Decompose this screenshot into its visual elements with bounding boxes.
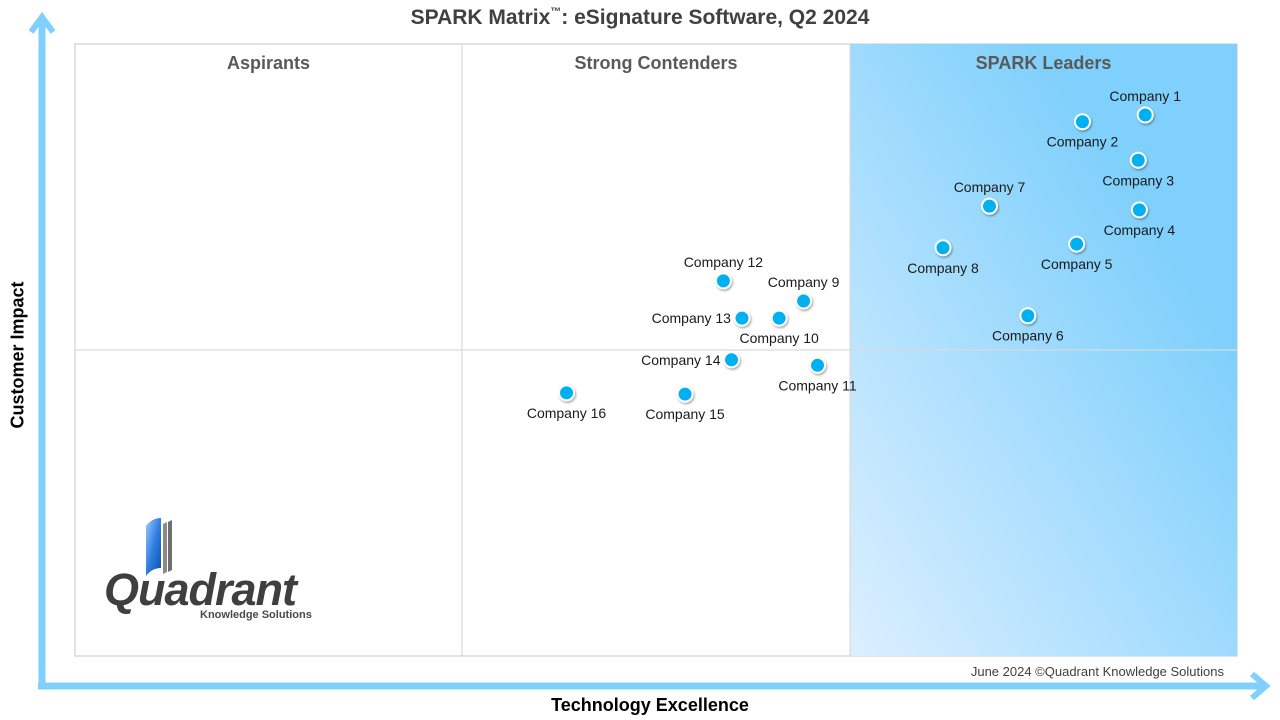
data-point [676, 385, 694, 403]
data-point-group: Company 2 [1047, 113, 1119, 150]
data-point-group: Company 12 [684, 254, 764, 290]
logo-wordmark: Quadrant [104, 564, 297, 615]
data-point-label: Company 16 [527, 405, 607, 421]
title-suffix: : eSignature Software, Q2 2024 [561, 6, 870, 29]
data-point [1073, 113, 1091, 131]
book-icon [146, 518, 172, 576]
data-point-group: Company 5 [1041, 235, 1113, 272]
data-point [1130, 201, 1148, 219]
quadrant-dividers [75, 44, 1237, 656]
data-point-group: Company 8 [907, 239, 979, 276]
data-point [733, 309, 751, 327]
quadrant-logo: Quadrant Knowledge Solutions [104, 514, 334, 624]
data-point-label: Company 2 [1047, 134, 1119, 150]
data-point [714, 272, 732, 290]
chart-title: SPARK Matrix™: eSignature Software, Q2 2… [0, 6, 1280, 30]
data-points: Company 1 Company 2 Company 3 Company 4 Comp… [527, 88, 1181, 422]
data-point [980, 197, 998, 215]
data-point-label: Company 8 [907, 260, 979, 276]
logo-subtitle: Knowledge Solutions [200, 609, 312, 621]
data-point-group: Company 6 [992, 307, 1064, 344]
data-point-group: Company 9 [768, 274, 840, 310]
data-point [795, 292, 813, 310]
data-point [1136, 106, 1154, 124]
data-point-label: Company 11 [778, 377, 857, 393]
quadrant-label-spark-leaders: SPARK Leaders [976, 53, 1112, 73]
data-point-group: Company 14 [641, 351, 741, 369]
x-axis-label: Technology Excellence [551, 695, 749, 715]
data-point [809, 356, 827, 374]
data-point-label: Company 9 [768, 274, 840, 290]
data-point-group: Company 16 [527, 384, 607, 421]
y-axis-label: Customer Impact [7, 281, 28, 429]
data-point [770, 309, 788, 327]
data-point-group: Company 1 [1109, 88, 1181, 124]
x-axis-arrowhead [1250, 671, 1271, 701]
data-point-group: Company 3 [1102, 151, 1174, 188]
title-trademark: ™ [550, 6, 562, 18]
data-point-label: Company 12 [684, 254, 764, 270]
data-point-label: Company 15 [645, 406, 725, 422]
quadrant-label-strong-contenders: Strong Contenders [574, 53, 737, 73]
data-point [1068, 235, 1086, 253]
data-point-label: Company 4 [1104, 222, 1176, 238]
quadrant-label-aspirants: Aspirants [227, 53, 310, 73]
data-point [558, 384, 576, 402]
data-point [1129, 151, 1147, 169]
data-point-group: Company 11 [778, 356, 857, 393]
data-point-label: Company 3 [1102, 172, 1174, 188]
data-point-group: Company 13 [652, 309, 751, 327]
data-point-label: Company 14 [641, 352, 721, 368]
data-point-group: Company 7 [954, 179, 1026, 215]
data-point-group: Company 10 [739, 309, 819, 346]
data-point-label: Company 6 [992, 328, 1064, 344]
data-point-label: Company 13 [652, 310, 732, 326]
data-point-group: Company 15 [645, 385, 725, 422]
copyright-note: June 2024 ©Quadrant Knowledge Solutions [970, 664, 1224, 679]
title-main: SPARK Matrix [410, 6, 551, 29]
data-point-label: Company 1 [1109, 88, 1181, 104]
data-point [723, 351, 741, 369]
data-point [934, 239, 952, 257]
data-point-label: Company 10 [739, 330, 819, 346]
axes [28, 11, 1271, 701]
data-point-label: Company 5 [1041, 256, 1113, 272]
data-point-label: Company 7 [954, 179, 1026, 195]
data-point-group: Company 4 [1104, 201, 1176, 238]
quadrant-labels: Aspirants Strong Contenders SPARK Leaders [227, 53, 1111, 73]
y-axis-arrowhead [28, 11, 56, 34]
data-point [1019, 307, 1037, 325]
